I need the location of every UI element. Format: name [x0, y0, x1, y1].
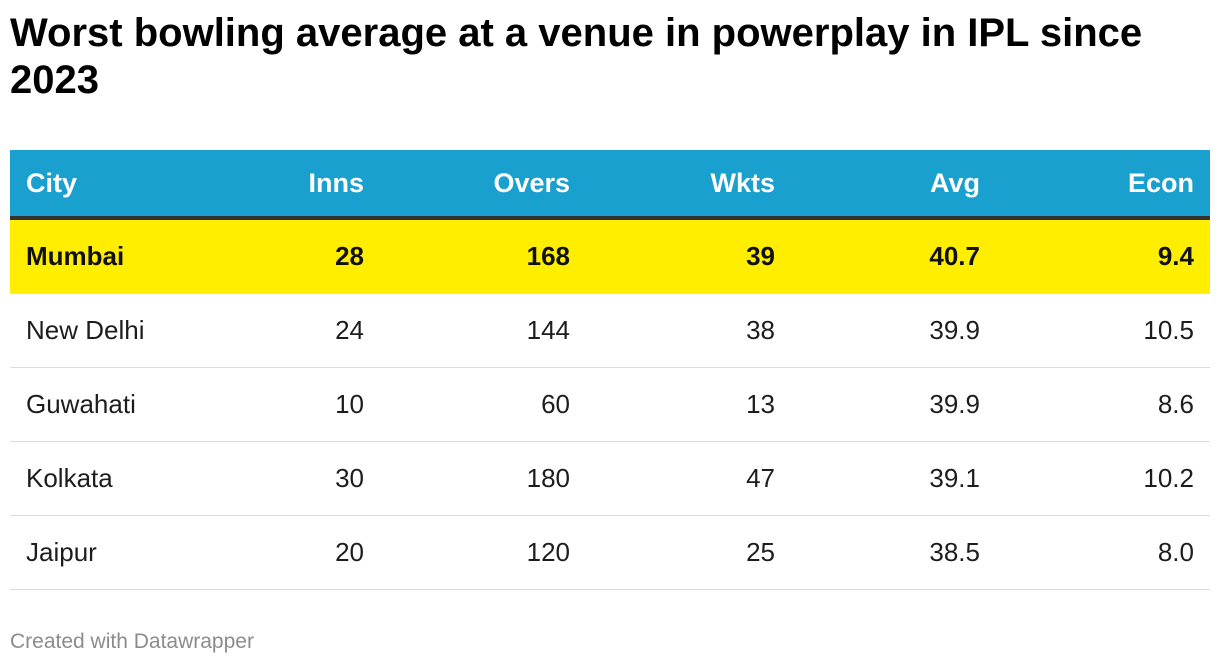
cell-overs: 60	[541, 389, 570, 419]
cell-wkts: 13	[746, 389, 775, 419]
credit-line: Created with Datawrapper	[10, 630, 254, 653]
column-header-econ[interactable]: Econ	[1127, 167, 1194, 198]
header-row: City Inns Overs Wkts Avg Econ	[10, 150, 1210, 218]
data-table: City Inns Overs Wkts Avg Econ Mumbai 28 16…	[10, 150, 1210, 590]
chart-title: Worst bowling average at a venue in powe…	[10, 11, 1143, 102]
cell-avg: 40.7	[929, 241, 980, 271]
cell-overs: 120	[526, 537, 570, 567]
cell-city: New Delhi	[26, 315, 145, 345]
cell-city: Mumbai	[26, 241, 125, 271]
cell-inns: 28	[335, 241, 364, 271]
cell-wkts: 39	[746, 241, 775, 271]
cell-econ: 9.4	[1157, 241, 1194, 271]
column-header-city[interactable]: City	[26, 167, 78, 198]
column-header-avg[interactable]: Avg	[929, 167, 980, 198]
cell-inns: 30	[335, 463, 364, 493]
cell-avg: 38.5	[929, 537, 980, 567]
table-body: Mumbai 28 168 39 40.7 9.4 New Delhi 24 144 38 39.9…	[10, 218, 1210, 590]
cell-inns: 24	[335, 315, 364, 345]
cell-city: Kolkata	[26, 463, 113, 493]
cell-wkts: 38	[746, 315, 775, 345]
cell-city: Jaipur	[26, 537, 97, 567]
cell-avg: 39.9	[929, 315, 980, 345]
column-header-inns[interactable]: Inns	[308, 167, 364, 198]
column-header-wkts[interactable]: Wkts	[710, 167, 775, 198]
cell-inns: 20	[335, 537, 364, 567]
cell-econ: 8.0	[1157, 537, 1194, 567]
cell-overs: 180	[526, 463, 570, 493]
table-row: Kolkata 30 180 47 39.1 10.2	[10, 442, 1210, 516]
cell-overs: 144	[526, 315, 570, 345]
cell-econ: 10.2	[1143, 463, 1194, 493]
table-row: Jaipur 20 120 25 38.5 8.0	[10, 516, 1210, 590]
table-row: Mumbai 28 168 39 40.7 9.4	[10, 218, 1210, 294]
cell-econ: 8.6	[1157, 389, 1194, 419]
cell-overs: 168	[526, 241, 570, 271]
cell-avg: 39.1	[929, 463, 980, 493]
cell-wkts: 47	[746, 463, 775, 493]
table-row: Guwahati 10 60 13 39.9 8.6	[10, 368, 1210, 442]
cell-inns: 10	[335, 389, 364, 419]
column-header-overs[interactable]: Overs	[493, 167, 570, 198]
table-header: City Inns Overs Wkts Avg Econ	[10, 150, 1210, 218]
cell-city: Guwahati	[26, 389, 136, 419]
cell-avg: 39.9	[929, 389, 980, 419]
cell-wkts: 25	[746, 537, 775, 567]
cell-econ: 10.5	[1143, 315, 1194, 345]
table-row: New Delhi 24 144 38 39.9 10.5	[10, 294, 1210, 368]
